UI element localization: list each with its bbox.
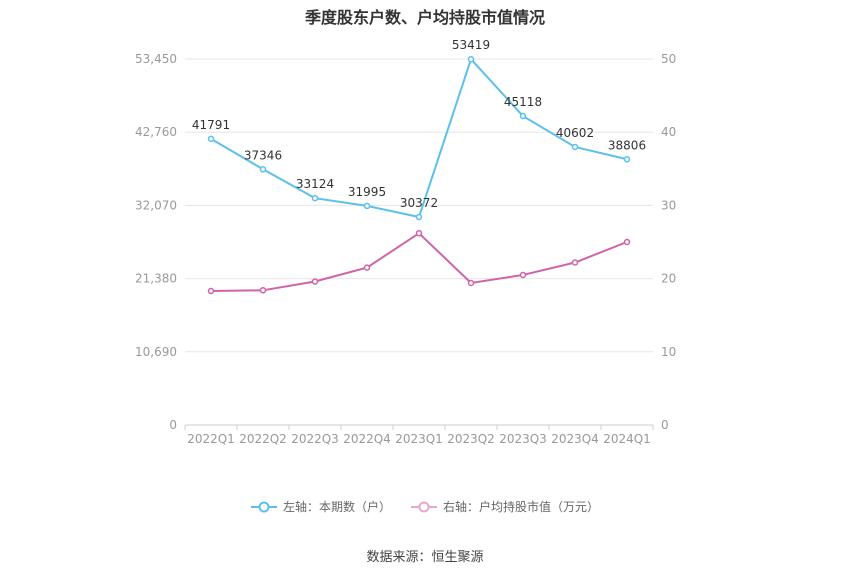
x-axis-tick-label: 2022Q3	[291, 432, 339, 446]
shareholder-count-point	[571, 143, 579, 151]
left-axis-tick-label: 53,450	[135, 52, 177, 66]
data-label: 53419	[452, 38, 490, 52]
data-label: 33124	[296, 177, 334, 191]
right-axis-tick-label: 40	[661, 125, 676, 139]
data-source: 数据来源：恒生聚源	[366, 550, 484, 565]
avg-holding-point	[519, 271, 527, 279]
x-axis-tick-label: 2022Q4	[343, 432, 391, 446]
right-axis-tick-label: 20	[661, 272, 676, 286]
chart-title: 季度股东户数、户均持股市值情况	[304, 8, 545, 27]
shareholder-count-point	[363, 202, 371, 210]
shareholder-count-point	[415, 213, 423, 221]
shareholder-count-point	[207, 135, 215, 143]
right-axis-tick-label: 10	[661, 345, 676, 359]
avg-holding-point	[571, 259, 579, 266]
x-axis-tick-label: 2022Q1	[187, 432, 235, 446]
legend-item-left[interactable]: 左轴：本期数（户）	[250, 498, 391, 515]
x-axis-tick-label: 2023Q2	[447, 432, 495, 446]
x-axis-tick-label: 2023Q3	[499, 432, 547, 446]
data-labels: 41791 37346 33124 31995 30372 53419 45118 40602…	[192, 38, 646, 210]
data-label: 31995	[348, 185, 386, 199]
left-axis-tick-label: 21,380	[135, 272, 177, 286]
legend: 左轴：本期数（户） 右轴：户均持股市值（万元）	[0, 498, 850, 515]
x-axis-ticks: 2022Q1 2022Q2 2022Q3 2022Q4 2023Q1 2023Q2 2023…	[184, 425, 654, 446]
avg-holding-point	[467, 279, 475, 287]
data-label: 30372	[400, 196, 438, 210]
data-label: 45118	[504, 95, 542, 109]
avg-holding-point	[415, 229, 423, 237]
x-axis-tick-label: 2024Q1	[603, 432, 651, 446]
data-label: 41791	[192, 118, 230, 132]
avg-holding-point	[259, 287, 267, 294]
data-label: 40602	[556, 126, 594, 140]
legend-label-left: 左轴：本期数（户）	[282, 500, 391, 514]
series-avg-holding-value	[207, 229, 631, 295]
shareholder-count-point	[311, 194, 319, 202]
x-axis-tick-label: 2022Q2	[239, 432, 287, 446]
legend-marker-left-icon	[250, 501, 277, 512]
right-axis-ticks: 0 10 20 30 40 50	[661, 52, 676, 432]
shareholder-count-point	[519, 112, 527, 120]
series-shareholder-count	[207, 55, 631, 221]
shareholder-count-point	[467, 55, 475, 63]
right-axis-tick-label: 0	[661, 418, 669, 432]
data-label: 38806	[608, 138, 646, 152]
avg-holding-point	[623, 238, 631, 246]
data-label: 37346	[244, 148, 282, 162]
x-axis-tick-label: 2023Q4	[551, 432, 599, 446]
shareholder-count-point	[623, 156, 631, 163]
left-axis-ticks: 0 10,690 21,380 32,070 42,760 53,450	[135, 52, 177, 432]
legend-item-right[interactable]: 右轴：户均持股市值（万元）	[411, 498, 599, 515]
legend-label-right: 右轴：户均持股市值（万元）	[443, 500, 600, 514]
x-axis-tick-label: 2023Q1	[395, 432, 443, 446]
left-axis-tick-label: 42,760	[135, 125, 177, 139]
right-axis-tick-label: 50	[661, 52, 676, 66]
left-axis-tick-label: 0	[169, 418, 177, 432]
avg-holding-point	[363, 264, 371, 271]
avg-holding-point	[311, 278, 319, 285]
series-line	[210, 231, 628, 293]
grid-lines	[185, 58, 653, 426]
legend-marker-right-icon	[411, 501, 437, 512]
right-axis-tick-label: 30	[661, 198, 676, 212]
left-axis-tick-label: 32,070	[135, 198, 177, 212]
shareholder-count-point	[259, 166, 267, 173]
avg-holding-point	[207, 287, 215, 295]
left-axis-tick-label: 10,690	[135, 345, 177, 359]
